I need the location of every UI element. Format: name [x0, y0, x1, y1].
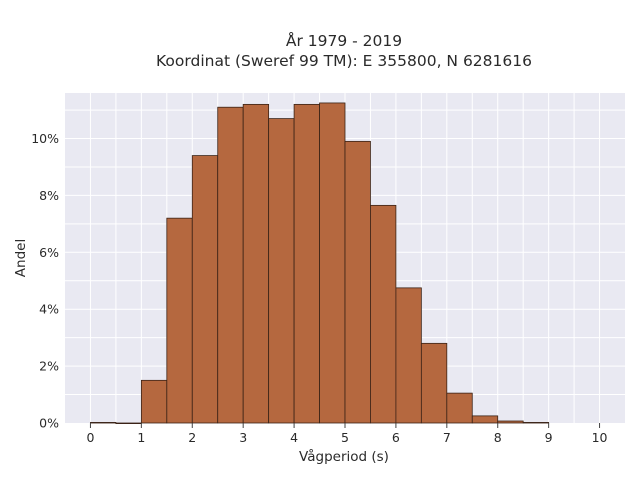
histogram-bar [319, 102, 346, 424]
x-tick-label: 7 [443, 430, 451, 445]
histogram-bar [115, 422, 142, 425]
histogram-bar [344, 140, 371, 424]
x-tick-label: 10 [592, 430, 608, 445]
y-tick-label: 8% [39, 188, 59, 203]
histogram-bar [497, 420, 524, 424]
histogram-bar [90, 422, 117, 424]
y-tick-label: 2% [39, 359, 59, 374]
y-tick-label: 10% [31, 131, 59, 146]
histogram-bar [293, 103, 320, 424]
x-tick-label: 3 [239, 430, 247, 445]
x-tick-label: 5 [341, 430, 349, 445]
histogram-bar [191, 155, 219, 424]
histogram-bar [166, 217, 193, 424]
y-axis-label: Andel [13, 239, 29, 277]
chart-title-line-1: År 1979 - 2019 [286, 31, 402, 50]
histogram-bar [522, 422, 550, 424]
x-tick-label: 1 [137, 430, 145, 445]
histogram-bar [217, 106, 244, 424]
histogram-bars [90, 102, 550, 425]
chart-title-line-2: Koordinat (Sweref 99 TM): E 355800, N 62… [156, 52, 532, 70]
x-tick-label: 4 [290, 430, 298, 445]
histogram-bar [471, 415, 499, 424]
histogram-bar [420, 342, 448, 424]
x-tick-label: 9 [545, 430, 553, 445]
histogram-bar [268, 118, 295, 424]
x-tick-label: 8 [494, 430, 502, 445]
histogram-bar [446, 392, 473, 424]
y-tick-label: 0% [39, 416, 59, 431]
histogram-bar [370, 204, 397, 424]
histogram-bar [395, 287, 422, 424]
x-axis-label: Vågperiod (s) [299, 448, 389, 465]
x-tick-label: 0 [86, 430, 94, 445]
x-tick-label: 6 [392, 430, 400, 445]
histogram-bar [140, 379, 168, 424]
y-axis-ticks: 0% 2% 4% 6% 8% 10% [31, 131, 59, 430]
x-tick-label: 2 [188, 430, 196, 445]
y-tick-label: 6% [39, 245, 59, 260]
histogram-bar [242, 103, 270, 424]
x-axis-ticks: 0 1 2 3 4 5 6 7 8 9 10 [86, 423, 608, 445]
y-tick-label: 4% [39, 302, 59, 317]
